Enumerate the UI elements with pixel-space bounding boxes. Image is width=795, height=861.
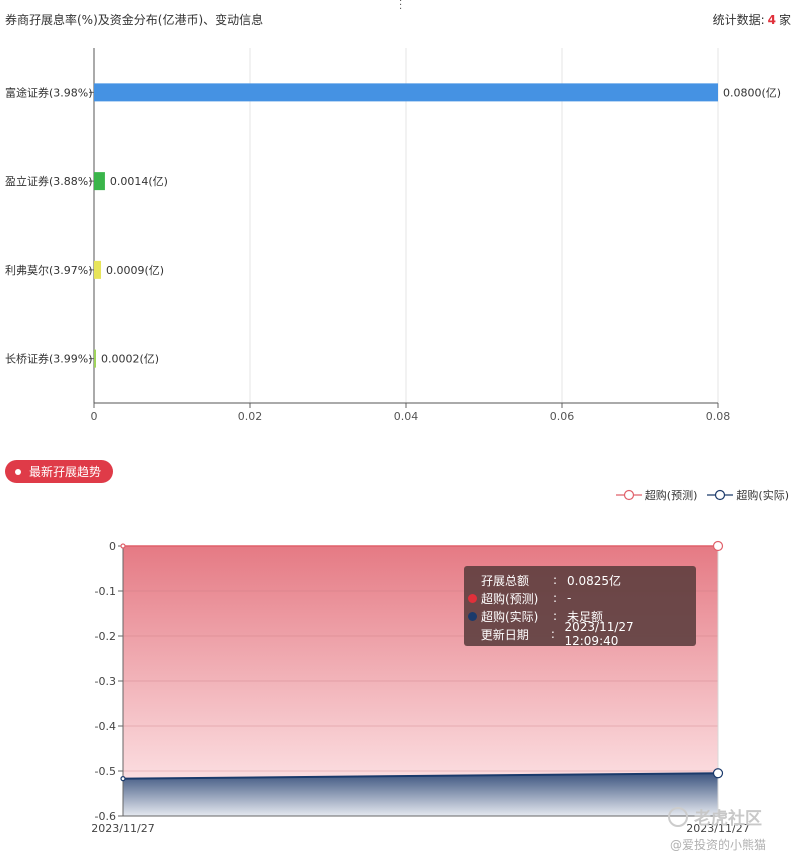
forecast-point (712, 540, 724, 552)
bar (94, 349, 96, 368)
x-tick-label: 0.04 (394, 410, 419, 423)
tiger-logo-icon (668, 806, 688, 827)
bullet-icon (15, 468, 21, 475)
stat-count: 4 (767, 13, 776, 27)
bar-value-label: 0.0002(亿) (101, 353, 159, 366)
x-tick-label: 2023/11/27 (686, 822, 749, 835)
chart-tooltip: 孖展总额 : 0.0825亿 超购(预测) : - 超购(实际) : 未足额 更… (464, 566, 696, 648)
bar (94, 172, 105, 191)
broker-margin-bar-chart: 0 0.02 0.04 0.06 0.08 富途证券(3.98%) 0.0800(亿) 盈立证… (5, 48, 781, 423)
watermark-author: @爱投资的小熊猫 (670, 838, 767, 852)
tooltip-dot-icon (468, 576, 477, 585)
y-category-label: 富途证券(3.98%) (5, 85, 93, 99)
x-tick-label: 0 (91, 410, 98, 423)
y-tick-label: -0.3 (95, 675, 116, 688)
y-category-label: 长桥证券(3.99%) (5, 352, 93, 366)
legend-circle-icon (707, 489, 734, 501)
watermark: 老虎社区 (668, 804, 762, 829)
bar-value-label: 0.0009(亿) (106, 264, 164, 277)
legend-circle-icon (615, 489, 642, 501)
x-tick-label: 0.02 (238, 410, 263, 423)
bar-value-label: 0.0014(亿) (110, 175, 168, 188)
section-title-pill[interactable]: 最新孖展趋势 (5, 460, 114, 483)
y-tick-label: -0.4 (95, 720, 116, 733)
tooltip-value: 未足额 (567, 609, 604, 624)
x-tick-label: 2023/11/27 (91, 822, 154, 835)
tooltip-value: 2023/11/27 12:09:40 (564, 620, 634, 648)
legend-item-forecast[interactable]: 超购(预测) (615, 487, 698, 503)
stat-summary: 统计数据: 4 家 (713, 11, 791, 28)
forecast-point (120, 543, 126, 549)
y-category-label: 利弗莫尔(3.97%) (5, 263, 93, 277)
tooltip-row: 孖展总额 : 0.0825亿 (468, 571, 688, 589)
legend-label-actual: 超购(实际) (736, 489, 789, 502)
y-tick-label: -0.2 (95, 630, 116, 643)
x-tick-label: 0.08 (706, 410, 731, 423)
y-category-label: 盈立证券(3.88%) (5, 174, 93, 188)
tooltip-row: 超购(预测) : - (468, 589, 688, 607)
y-tick-label: -0.1 (95, 585, 116, 598)
actual-line (122, 772, 719, 780)
stat-label: 统计数据: (712, 13, 765, 27)
tooltip-dot-icon (468, 611, 477, 621)
watermark-brand: 老虎社区 (694, 809, 762, 829)
section-title: 最新孖展趋势 (29, 465, 102, 479)
tooltip-label: 超购(预测) (481, 591, 539, 606)
actual-point (712, 768, 724, 779)
legend-label-forecast: 超购(预测) (644, 489, 698, 502)
tooltip-value: - (567, 591, 572, 605)
bar (94, 260, 102, 279)
tooltip-dot-icon (468, 593, 477, 603)
tooltip-value: 0.0825亿 (567, 573, 621, 588)
x-tick-label: 0.06 (550, 410, 575, 423)
tooltip-row: 更新日期 : 2023/11/27 12:09:40 (468, 620, 688, 648)
y-tick-label: -0.5 (95, 765, 116, 778)
legend-item-actual[interactable]: 超购(实际) (707, 487, 789, 503)
tooltip-row: 超购(实际) : 未足额 (468, 607, 688, 625)
y-tick-label: -0.6 (95, 810, 116, 823)
y-tick-label: 0 (109, 540, 116, 553)
tooltip-label: 孖展总额 (481, 573, 530, 588)
actual-area (123, 773, 718, 816)
page-title: 券商孖展息率(%)及资金分布(亿港币)、变动信息 (5, 13, 264, 27)
tooltip-dot-icon (468, 630, 477, 639)
trend-legend: 超购(预测) 超购(实际) (615, 487, 789, 503)
actual-point (120, 776, 126, 782)
tooltip-label: 超购(实际) (481, 609, 539, 624)
stat-unit: 家 (778, 13, 791, 27)
bar-value-label: 0.0800(亿) (723, 86, 781, 99)
drag-handle[interactable]: · · · (399, 0, 403, 15)
bar (94, 83, 718, 102)
tooltip-label: 更新日期 (480, 627, 529, 642)
